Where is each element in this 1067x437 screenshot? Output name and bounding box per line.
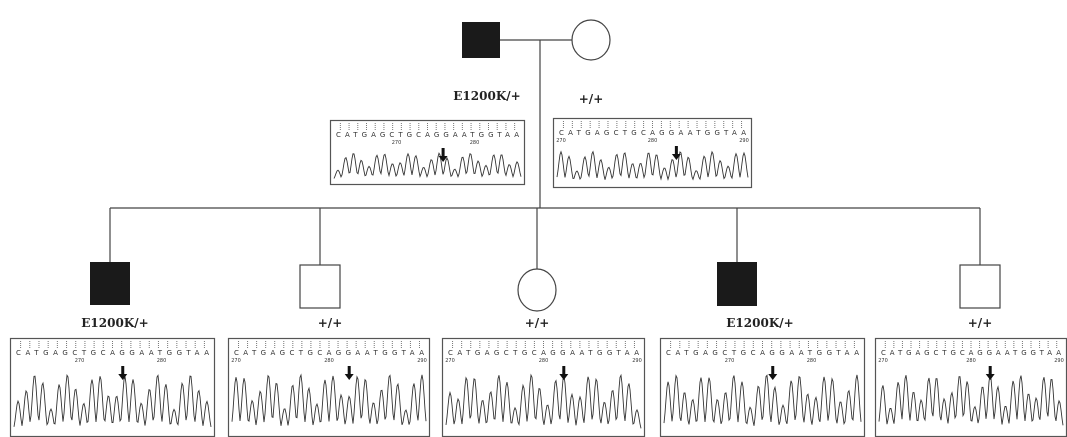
- genotype-label: E1200K/+: [81, 316, 148, 330]
- genotype-label: +/+: [579, 92, 604, 106]
- affected-male: [717, 262, 757, 306]
- genotype-label: +/+: [318, 316, 343, 330]
- sequence: CATGAGCTGCAGGAATGGTAA: [559, 129, 746, 137]
- position: 270: [392, 140, 402, 146]
- position: 290: [632, 358, 642, 364]
- position: 270: [445, 358, 455, 364]
- position: 270: [231, 358, 241, 364]
- position: 270: [75, 358, 85, 364]
- position: 290: [417, 358, 427, 364]
- position: 270: [878, 358, 888, 364]
- sequence: CATGAGCTGCAGGAATGGTAA: [336, 131, 519, 139]
- sequence: CATGAGCTGCAGGAATGGTAA: [234, 349, 424, 357]
- sequence: CATGAGCTGCAGGAATGGTAA: [666, 349, 859, 357]
- sequence: CATGAGCTGCAGGAATGGTAA: [16, 349, 209, 357]
- unaffected-female: [518, 269, 556, 311]
- affected-male: [90, 262, 130, 305]
- genotype-label: +/+: [525, 316, 550, 330]
- genotype-label: E1200K/+: [453, 89, 520, 103]
- position: 280: [966, 358, 976, 364]
- position: 280: [470, 140, 480, 146]
- unaffected-male: [960, 265, 1000, 308]
- position: 280: [807, 358, 817, 364]
- unaffected-female: [572, 20, 610, 60]
- genotype-label: E1200K/+: [726, 316, 793, 330]
- sequence: CATGAGCTGCAGGAATGGTAA: [448, 349, 639, 357]
- sequence: CATGAGCTGCAGGAATGGTAA: [881, 349, 1061, 357]
- pedigree: E1200K/+CATGAGCTGCAGGAATGGTAA270280+/+CA…: [0, 0, 1067, 437]
- position: 280: [324, 358, 334, 364]
- position: 270: [556, 138, 566, 144]
- position: 290: [1054, 358, 1064, 364]
- unaffected-male: [300, 265, 340, 308]
- genotype-label: +/+: [968, 316, 993, 330]
- position: 280: [648, 138, 658, 144]
- position: 290: [739, 138, 749, 144]
- position: 280: [157, 358, 167, 364]
- position: 280: [539, 358, 549, 364]
- affected-male: [462, 22, 500, 58]
- position: 270: [725, 358, 735, 364]
